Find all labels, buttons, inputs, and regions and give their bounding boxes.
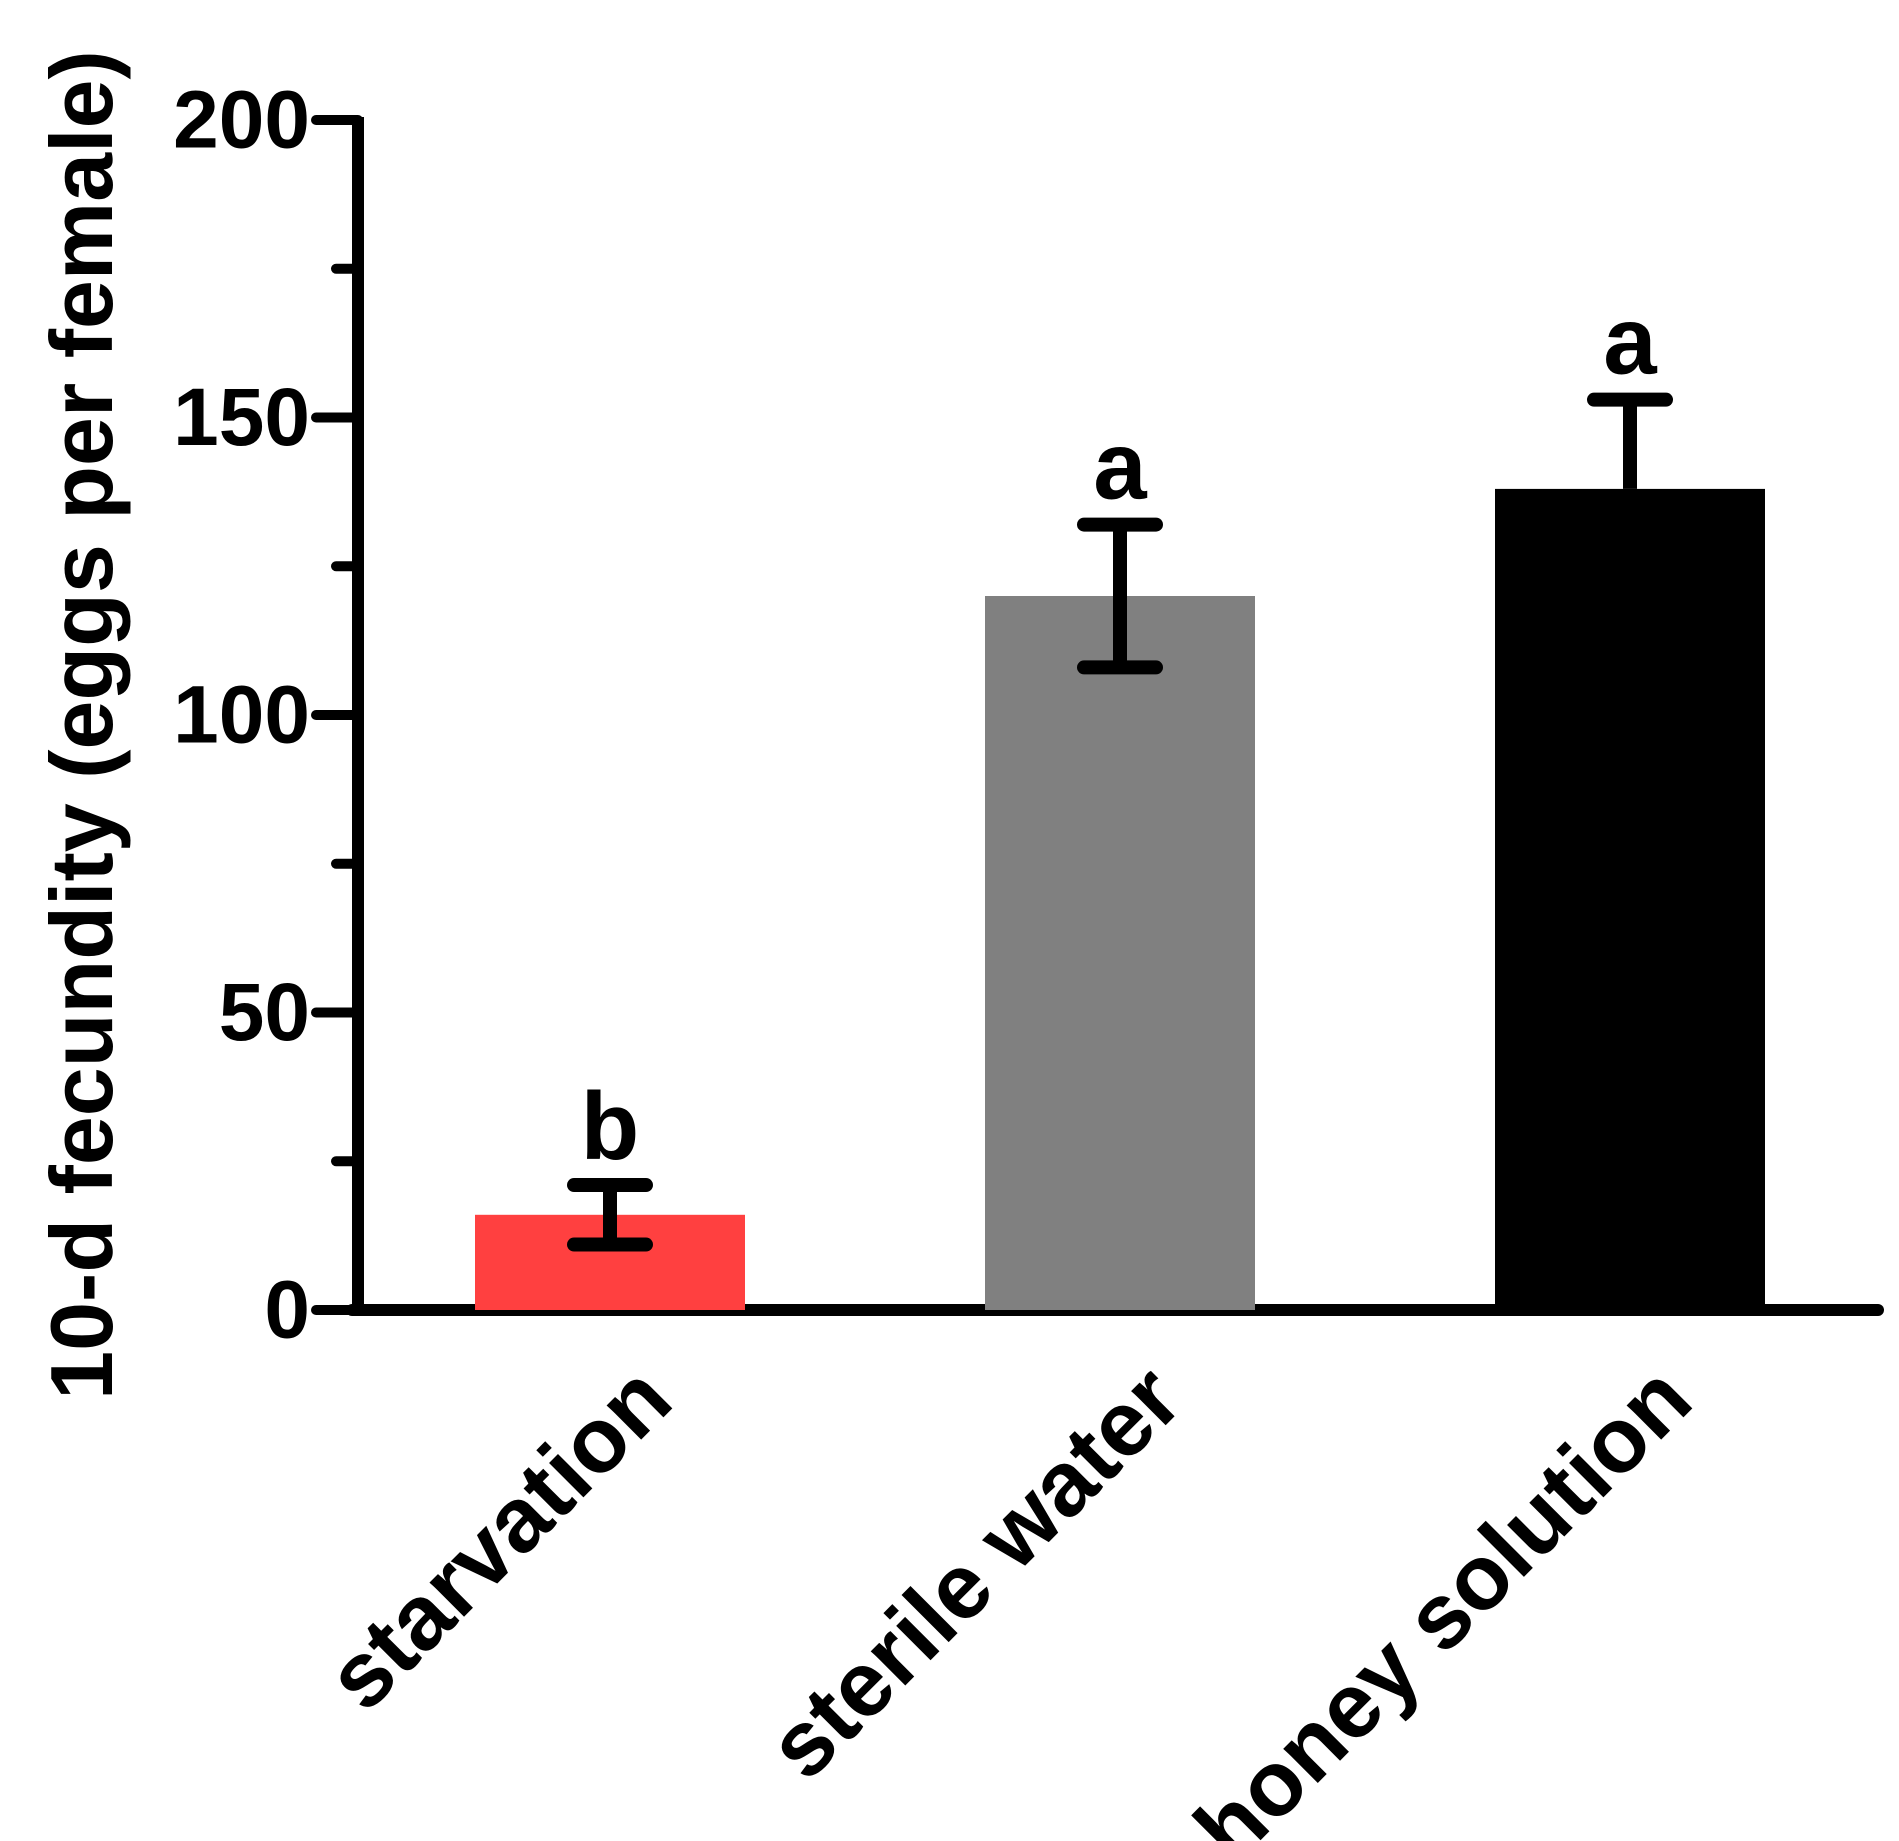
error-bars xyxy=(567,392,1673,1252)
y-axis-ticks: 0 50 100 150 200 xyxy=(173,75,363,1356)
y-tick-label: 50 xyxy=(219,967,310,1058)
significance-letters: b a a xyxy=(581,288,1658,1180)
bar xyxy=(1495,488,1765,1310)
y-tick-label: 100 xyxy=(173,670,310,761)
y-tick-label: 200 xyxy=(173,75,310,166)
y-tick-label: 0 xyxy=(264,1265,310,1356)
category-label: sterile water xyxy=(749,1346,1201,1798)
bars xyxy=(475,488,1765,1310)
significance-letter: a xyxy=(1093,413,1147,520)
category-label: starvation xyxy=(307,1346,690,1729)
significance-letter: a xyxy=(1603,288,1657,395)
y-axis-label: 10-d fecundity (eggs per female) xyxy=(32,50,131,1400)
significance-letter: b xyxy=(581,1073,640,1180)
bar xyxy=(985,596,1255,1310)
category-label: honey solution xyxy=(1176,1346,1711,1841)
y-tick-label: 150 xyxy=(173,372,310,463)
